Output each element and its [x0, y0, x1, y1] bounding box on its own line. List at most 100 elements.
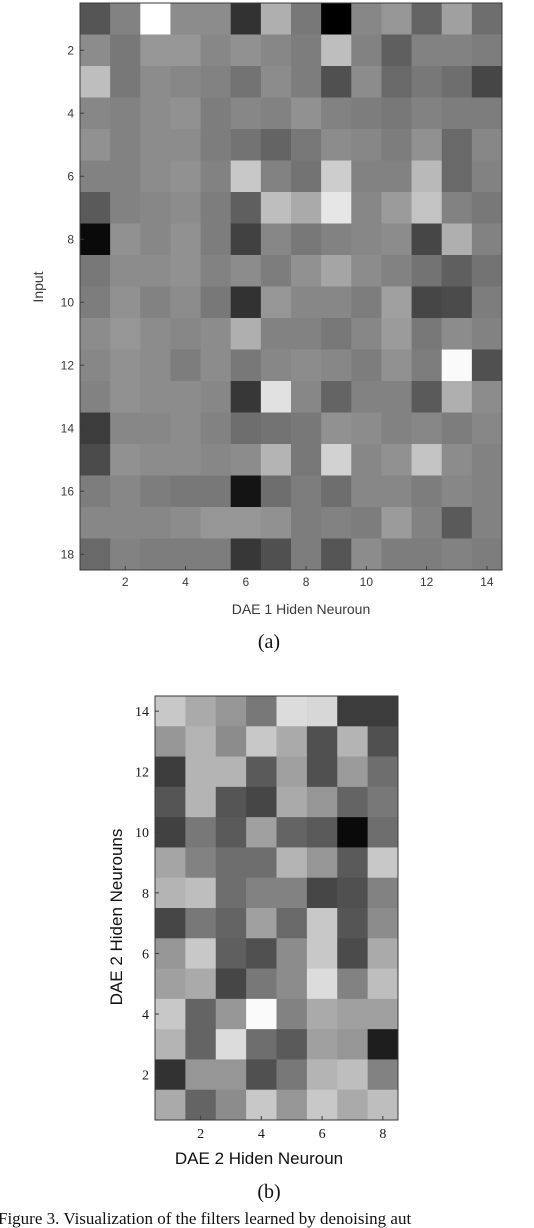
heatmap-b-cell-r14-c4 [246, 1089, 277, 1121]
heatmap-b [154, 695, 399, 1121]
heatmap-b-cell-r5-c1 [155, 817, 186, 848]
heatmap-b-cell-r11-c1 [155, 998, 186, 1030]
heatmap-a-xtick-label: 12 [420, 575, 434, 589]
heatmap-b-cell-r8-c5 [276, 908, 308, 939]
heatmap-a-cell-r3-c11 [381, 66, 412, 98]
heatmap-a-cell-r15-c14 [471, 444, 503, 476]
heatmap-a-cell-r1-c13 [441, 3, 473, 35]
heatmap-a-cell-r4-c4 [170, 97, 201, 130]
heatmap-b-cell-r1-c3 [215, 696, 247, 727]
heatmap-b-cell-r4-c5 [276, 786, 308, 818]
heatmap-a-xtick-label: 14 [480, 575, 494, 589]
heatmap-b-ylabel: DAE 2 Hiden Neurouns [107, 829, 126, 1006]
heatmap-a-cell-r1-c11 [381, 3, 412, 35]
heatmap-a-cell-r12-c11 [381, 349, 412, 382]
heatmap-a-cell-r2-c4 [170, 34, 201, 67]
heatmap-a-cell-r14-c1 [80, 412, 111, 445]
heatmap-b-cell-r10-c3 [215, 968, 247, 1000]
heatmap-a-cell-r3-c1 [80, 66, 111, 98]
heatmap-a-cell-r16-c9 [321, 475, 352, 508]
heatmap-b-cell-r10-c2 [185, 968, 217, 1000]
heatmap-a-cell-r5-c9 [321, 129, 352, 161]
heatmap-a-cell-r4-c14 [471, 97, 503, 130]
heatmap-a-cell-r16-c3 [140, 475, 171, 508]
heatmap-a-cell-r2-c7 [260, 34, 292, 67]
heatmap-a-cell-r9-c2 [110, 255, 141, 287]
heatmap-b-cell-r13-c7 [337, 1059, 369, 1091]
heatmap-a-cell-r7-c7 [260, 192, 292, 224]
heatmap-b-cell-r4-c1 [155, 786, 186, 818]
heatmap-a-cell-r16-c13 [441, 475, 473, 508]
heatmap-a-cell-r7-c9 [321, 192, 352, 224]
heatmap-a-cell-r1-c14 [471, 3, 503, 35]
heatmap-b-cell-r1-c8 [367, 696, 399, 727]
heatmap-b-cell-r2-c6 [306, 726, 338, 757]
heatmap-b-cell-r13-c2 [185, 1059, 217, 1091]
heatmap-a-cell-r16-c6 [230, 475, 262, 508]
heatmap-b-ytick-label: 10 [135, 826, 149, 841]
heatmap-b-cell-r14-c7 [337, 1089, 369, 1121]
heatmap-a-cell-r11-c6 [230, 318, 262, 350]
heatmap-a-cell-r17-c10 [351, 507, 382, 539]
heatmap-a-cell-r16-c2 [110, 475, 141, 508]
heatmap-a-cell-r5-c5 [200, 129, 232, 161]
heatmap-b-cell-r7-c4 [246, 877, 277, 909]
heatmap-a-cell-r7-c5 [200, 192, 232, 224]
heatmap-b-cell-r5-c5 [276, 817, 308, 848]
heatmap-b-cell-r10-c6 [306, 968, 338, 1000]
heatmap-a-cell-r17-c4 [170, 507, 201, 539]
heatmap-a-cell-r11-c3 [140, 318, 171, 350]
heatmap-a-cell-r8-c13 [441, 223, 473, 256]
heatmap-a-cell-r9-c1 [80, 255, 111, 287]
heatmap-a-cell-r13-c12 [411, 381, 443, 413]
heatmap-a-cell-r14-c3 [140, 412, 171, 445]
heatmap-b-cell-r5-c7 [337, 817, 369, 848]
heatmap-a-cell-r1-c3 [140, 3, 171, 35]
heatmap-a-cell-r13-c3 [140, 381, 171, 413]
heatmap-a-cell-r6-c12 [411, 160, 443, 193]
heatmap-a-cell-r3-c2 [110, 66, 141, 98]
heatmap-a-cell-r8-c14 [471, 223, 503, 256]
heatmap-a-cell-r4-c8 [291, 97, 322, 130]
heatmap-a-cell-r5-c10 [351, 129, 382, 161]
heatmap-a-cell-r18-c6 [230, 538, 262, 571]
heatmap-a-cell-r3-c14 [471, 66, 503, 98]
heatmap-a-cell-r15-c4 [170, 444, 201, 476]
heatmap-b-cell-r4-c4 [246, 786, 277, 818]
heatmap-b-cell-r14-c6 [306, 1089, 338, 1121]
heatmap-a-ytick-label: 16 [61, 484, 75, 498]
heatmap-a-cell-r7-c14 [471, 192, 503, 224]
heatmap-b-cell-r2-c1 [155, 726, 186, 757]
heatmap-a-ytick-label: 8 [67, 232, 74, 246]
heatmap-b-ytick-label: 12 [135, 766, 149, 781]
heatmap-a-cell-r18-c10 [351, 538, 382, 571]
heatmap-a-cell-r2-c11 [381, 34, 412, 67]
heatmap-a-cell-r13-c14 [471, 381, 503, 413]
heatmap-a-cell-r1-c2 [110, 3, 141, 35]
heatmap-a-cell-r12-c5 [200, 349, 232, 382]
heatmap-a-xtick-label: 6 [242, 575, 249, 589]
heatmap-b-cell-r5-c3 [215, 817, 247, 848]
heatmap-b-xlabel: DAE 2 Hiden Neuroun [175, 1149, 343, 1168]
heatmap-a-cell-r2-c14 [471, 34, 503, 67]
heatmap-a-cell-r13-c5 [200, 381, 232, 413]
heatmap-a-cell-r15-c12 [411, 444, 443, 476]
heatmap-a-cell-r12-c9 [321, 349, 352, 382]
heatmap-b-cell-r1-c7 [337, 696, 369, 727]
heatmap-b-cell-r14-c5 [276, 1089, 308, 1121]
heatmap-a-cell-r15-c1 [80, 444, 111, 476]
heatmap-b-cell-r8-c6 [306, 908, 338, 939]
heatmap-b-cell-r12-c6 [306, 1029, 338, 1060]
heatmap-a-cell-r10-c14 [471, 286, 503, 319]
heatmap-b-cell-r6-c6 [306, 847, 338, 879]
heatmap-a-cell-r15-c11 [381, 444, 412, 476]
heatmap-a-cell-r18-c3 [140, 538, 171, 571]
heatmap-a-cell-r9-c14 [471, 255, 503, 287]
heatmap-b-cell-r13-c3 [215, 1059, 247, 1091]
heatmap-a-cell-r1-c4 [170, 3, 201, 35]
heatmap-a-cell-r11-c7 [260, 318, 292, 350]
heatmap-a-cell-r16-c8 [291, 475, 322, 508]
heatmap-a-cell-r11-c4 [170, 318, 201, 350]
heatmap-b-cell-r2-c2 [185, 726, 217, 757]
heatmap-b-cell-r11-c3 [215, 998, 247, 1030]
